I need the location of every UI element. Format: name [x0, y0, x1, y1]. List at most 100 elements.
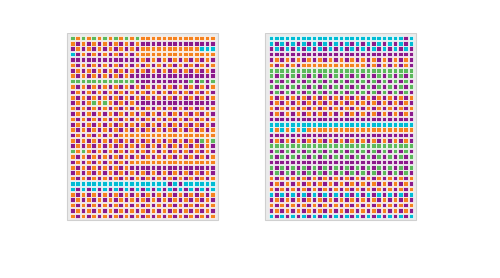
- Bar: [80, 68, 86, 73]
- Bar: [366, 143, 370, 148]
- Bar: [162, 192, 166, 197]
- Bar: [355, 68, 360, 73]
- Bar: [210, 73, 214, 78]
- Bar: [200, 122, 204, 126]
- Bar: [86, 52, 90, 56]
- Bar: [76, 203, 80, 207]
- Bar: [70, 116, 74, 121]
- Bar: [118, 149, 123, 153]
- Bar: [312, 127, 316, 132]
- Bar: [371, 143, 376, 148]
- Bar: [296, 63, 300, 67]
- Bar: [333, 208, 338, 213]
- Bar: [355, 73, 360, 78]
- Bar: [80, 208, 86, 213]
- Bar: [280, 52, 284, 56]
- Bar: [408, 73, 414, 78]
- Bar: [204, 116, 210, 121]
- Bar: [328, 63, 332, 67]
- Bar: [97, 79, 102, 83]
- Bar: [355, 138, 360, 143]
- Bar: [194, 100, 198, 105]
- Bar: [355, 192, 360, 197]
- Bar: [284, 100, 290, 105]
- Bar: [204, 68, 210, 73]
- Bar: [194, 36, 198, 40]
- Bar: [382, 176, 386, 180]
- Bar: [392, 84, 397, 89]
- Bar: [274, 208, 278, 213]
- Bar: [268, 127, 273, 132]
- Bar: [118, 116, 123, 121]
- Bar: [371, 46, 376, 51]
- Bar: [70, 111, 74, 116]
- Bar: [200, 127, 204, 132]
- Bar: [382, 36, 386, 40]
- Bar: [172, 106, 177, 110]
- Bar: [172, 36, 177, 40]
- Bar: [210, 187, 214, 191]
- Bar: [387, 187, 392, 191]
- Bar: [151, 214, 156, 218]
- Bar: [408, 138, 414, 143]
- Bar: [404, 36, 408, 40]
- Bar: [312, 36, 316, 40]
- Bar: [76, 127, 80, 132]
- Bar: [333, 36, 338, 40]
- Bar: [70, 149, 74, 153]
- Bar: [200, 73, 204, 78]
- Bar: [151, 116, 156, 121]
- Bar: [76, 133, 80, 137]
- Bar: [322, 214, 327, 218]
- Bar: [376, 149, 381, 153]
- Bar: [392, 187, 397, 191]
- Bar: [328, 46, 332, 51]
- Bar: [296, 41, 300, 46]
- Bar: [280, 154, 284, 159]
- Bar: [344, 111, 348, 116]
- Bar: [333, 57, 338, 62]
- Bar: [376, 143, 381, 148]
- Bar: [108, 111, 112, 116]
- Bar: [317, 187, 322, 191]
- Bar: [200, 165, 204, 170]
- Bar: [317, 52, 322, 56]
- Bar: [108, 149, 112, 153]
- Bar: [268, 165, 273, 170]
- Bar: [387, 176, 392, 180]
- Bar: [156, 143, 161, 148]
- Bar: [350, 116, 354, 121]
- Bar: [70, 143, 74, 148]
- Bar: [280, 187, 284, 191]
- Bar: [338, 143, 344, 148]
- Bar: [188, 90, 193, 94]
- Bar: [178, 79, 182, 83]
- Bar: [398, 170, 402, 175]
- Bar: [280, 68, 284, 73]
- Bar: [204, 100, 210, 105]
- Bar: [92, 57, 96, 62]
- Bar: [398, 41, 402, 46]
- Bar: [328, 68, 332, 73]
- Bar: [167, 197, 172, 202]
- Bar: [322, 73, 327, 78]
- Bar: [113, 106, 117, 110]
- Bar: [404, 176, 408, 180]
- Bar: [290, 63, 295, 67]
- Bar: [312, 143, 316, 148]
- Bar: [317, 90, 322, 94]
- Bar: [194, 41, 198, 46]
- Bar: [86, 41, 90, 46]
- Bar: [183, 79, 188, 83]
- Bar: [178, 138, 182, 143]
- Bar: [183, 192, 188, 197]
- Bar: [151, 68, 156, 73]
- Bar: [350, 57, 354, 62]
- Bar: [102, 143, 107, 148]
- Bar: [151, 138, 156, 143]
- Bar: [333, 149, 338, 153]
- Bar: [210, 160, 214, 164]
- Bar: [146, 68, 150, 73]
- Bar: [296, 149, 300, 153]
- Bar: [172, 52, 177, 56]
